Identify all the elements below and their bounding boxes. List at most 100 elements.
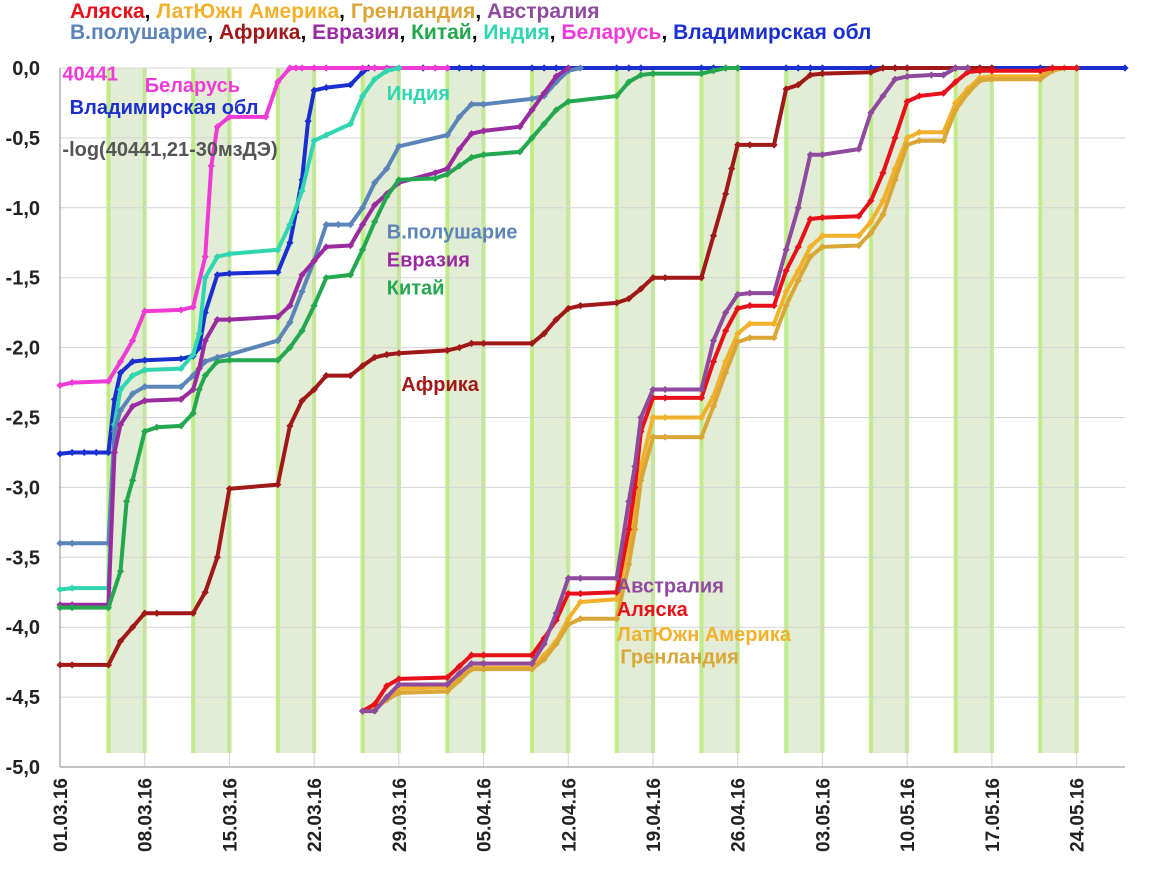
x-tick-label: 12.04.16: [559, 778, 580, 852]
data-point-marker: [68, 378, 76, 387]
data-point-marker: [443, 170, 451, 178]
data-point-marker: [782, 302, 790, 310]
data-point-marker: [625, 560, 633, 568]
data-point-marker: [443, 64, 451, 72]
data-point-marker: [879, 64, 887, 72]
data-point-marker: [540, 640, 548, 648]
data-point-marker: [443, 131, 451, 139]
data-point-marker: [68, 539, 76, 547]
data-point-marker: [110, 448, 119, 457]
data-point-marker: [734, 141, 742, 149]
data-point-marker: [274, 337, 282, 345]
data-point-marker: [371, 700, 379, 708]
shaded-band-edge: [953, 68, 958, 754]
data-point-marker: [467, 64, 476, 72]
data-point-marker: [794, 243, 802, 251]
legend-entry: Австралия: [487, 0, 600, 23]
data-point-marker: [274, 268, 282, 276]
data-point-marker: [722, 64, 730, 72]
data-point-marker: [782, 288, 790, 296]
data-point-marker: [661, 385, 669, 394]
data-point-marker: [298, 327, 306, 335]
data-point-marker: [1036, 67, 1044, 75]
data-point-marker: [479, 64, 488, 72]
shaded-band-edge: [275, 68, 280, 754]
data-point-marker: [722, 309, 730, 317]
data-point-marker: [528, 339, 536, 348]
series-group: [56, 64, 742, 612]
data-point-marker: [879, 211, 887, 219]
data-point-marker: [395, 64, 403, 72]
data-point-marker: [110, 427, 119, 436]
data-point-marker: [879, 92, 887, 100]
data-point-marker: [286, 239, 294, 247]
data-point-marker: [358, 362, 367, 370]
data-point-marker: [625, 525, 633, 533]
data-point-marker: [625, 295, 633, 303]
data-point-marker: [637, 476, 645, 485]
data-point-marker: [225, 113, 234, 121]
shaded-band-edge: [614, 68, 619, 754]
axes: 0,0 -0,5 -1,0 -1,5 -2,0 -2,5 -3,0 -3,5 -4,0 -4,5 -…: [6, 58, 1125, 852]
data-point-marker: [358, 220, 367, 229]
data-point-marker: [213, 316, 221, 324]
data-point-marker: [195, 344, 203, 352]
data-point-marker: [794, 204, 802, 212]
data-point-marker: [104, 448, 113, 457]
data-point-marker: [528, 64, 536, 72]
shaded-band: [955, 68, 992, 754]
data-point-marker: [455, 162, 463, 170]
series-label: Индия: [387, 83, 450, 105]
data-point-marker: [116, 406, 125, 415]
data-point-marker: [110, 395, 119, 403]
data-point-marker: [661, 274, 669, 282]
data-point-marker: [455, 64, 463, 72]
data-point-marker: [891, 64, 899, 72]
data-point-marker: [358, 246, 367, 254]
data-point-marker: [867, 229, 875, 237]
data-point-marker: [443, 680, 451, 689]
data-point-marker: [540, 64, 548, 72]
data-point-marker: [613, 595, 621, 603]
data-point-marker: [1036, 75, 1044, 83]
data-point-marker: [770, 302, 778, 310]
series-label: -log(40441,21-30мзДЭ): [62, 139, 277, 161]
data-point-marker: [516, 123, 524, 131]
data-point-marker: [782, 64, 790, 72]
data-point-marker: [467, 153, 476, 162]
legend-entry: ,: [399, 21, 412, 44]
data-point-marker: [540, 634, 548, 642]
x-tick-label: 03.05.16: [813, 778, 834, 852]
data-point-marker: [68, 584, 76, 592]
y-tick-label: -3,0: [6, 477, 40, 499]
data-point-marker: [782, 246, 790, 254]
data-point-marker: [201, 357, 209, 366]
series-group: [56, 64, 451, 389]
data-point-marker: [213, 253, 221, 261]
data-point-marker: [274, 78, 282, 86]
data-point-marker: [141, 356, 149, 364]
data-point-marker: [68, 604, 76, 612]
data-point-marker: [383, 682, 391, 690]
data-point-marker: [116, 420, 125, 429]
data-point-marker: [631, 462, 639, 471]
data-point-marker: [661, 433, 669, 441]
data-point-marker: [346, 371, 355, 380]
data-point-marker: [225, 350, 234, 359]
data-point-marker: [310, 137, 318, 145]
data-point-marker: [891, 75, 899, 83]
data-point-marker: [286, 422, 294, 430]
data-point-marker: [310, 86, 318, 94]
data-point-marker: [746, 289, 754, 297]
data-point-marker: [116, 357, 125, 366]
data-point-marker: [298, 271, 306, 279]
shaded-band: [870, 68, 908, 754]
data-point-marker: [576, 64, 584, 72]
data-point-marker: [564, 620, 572, 629]
data-point-marker: [104, 604, 113, 612]
data-point-marker: [576, 598, 584, 606]
data-point-marker: [855, 145, 863, 153]
data-point-marker: [455, 676, 463, 684]
data-point-marker: [855, 241, 863, 250]
data-point-marker: [564, 590, 572, 598]
